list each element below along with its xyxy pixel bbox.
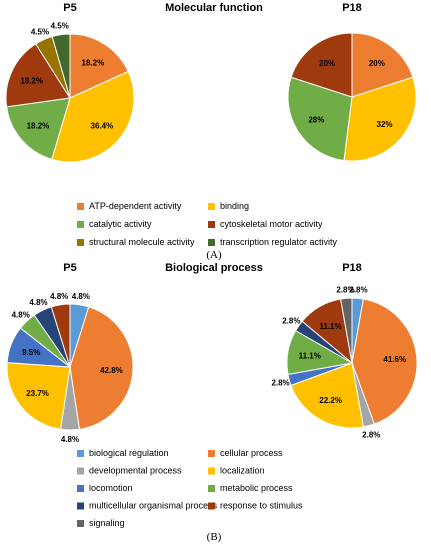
slice-label: 20% [319, 59, 335, 68]
section-title: Molecular function [165, 2, 263, 14]
legend-swatch [77, 502, 84, 510]
legend-swatch [77, 467, 84, 475]
panel-label: (A) [206, 249, 222, 261]
slice-label: 4.8% [72, 292, 90, 301]
slice-label: 18.2% [27, 122, 50, 131]
legend-label: binding [220, 201, 249, 211]
slice-label: 4.8% [29, 298, 47, 307]
pie-slice [287, 76, 353, 162]
slice-label: 4.5% [31, 27, 49, 36]
slice-label: 4.8% [12, 311, 30, 320]
legend-swatch [208, 221, 215, 228]
slice-label: 9.5% [22, 348, 40, 357]
legend-label: multicellular organismal process [89, 501, 218, 511]
legend-label: biological regulation [89, 448, 169, 458]
legend-label: catalytic activity [89, 219, 152, 229]
slice-label: 2.8% [362, 430, 380, 439]
legend-label: signaling [89, 518, 125, 528]
pie-slice [6, 362, 71, 430]
pie-title: P5 [63, 2, 76, 14]
legend-swatch [77, 450, 84, 457]
legend-swatch [77, 520, 84, 527]
pie-title: P18 [342, 2, 362, 14]
legend-label: transcription regulator activity [220, 237, 338, 247]
legend-label: cytoskeletal motor activity [220, 219, 323, 229]
pie-slice [50, 303, 71, 368]
legend-swatch [208, 467, 215, 475]
legend-swatch [77, 221, 84, 228]
legend-label: cellular process [220, 448, 283, 458]
pie-slice [5, 43, 71, 108]
pie-slice [351, 298, 418, 425]
legend-swatch [208, 203, 215, 210]
slice-label: 2.8% [336, 285, 354, 294]
slice-label: 18.2% [82, 58, 105, 67]
legend-label: ATP-dependent activity [89, 201, 182, 211]
slice-label: 20% [369, 59, 385, 68]
legend-label: metabolic process [220, 483, 293, 493]
pie-slice [290, 32, 353, 98]
pie-slice [6, 97, 71, 160]
panel-label: (B) [207, 531, 222, 543]
slice-label: 28% [308, 116, 324, 125]
pie-slice [51, 70, 135, 163]
slice-label: 23.7% [26, 389, 49, 398]
pie-title: P18 [342, 262, 362, 274]
pie-slice [351, 32, 414, 98]
legend-label: developmental process [89, 466, 182, 476]
slice-label: 41.6% [383, 355, 406, 364]
pie-slice [69, 33, 129, 99]
slice-label: 4.8% [50, 292, 68, 301]
pie-slice [51, 33, 71, 99]
slice-label: 32% [377, 120, 393, 129]
slice-label: 18.2% [20, 76, 43, 85]
legend-label: locomotion [89, 483, 133, 493]
slice-label: 2.8% [271, 378, 289, 387]
legend-swatch [77, 239, 84, 246]
section-title: Biological process [165, 262, 263, 274]
slice-label: 11.1% [319, 322, 341, 331]
legend-label: localization [220, 466, 265, 476]
pie-title: P5 [63, 262, 76, 274]
legend-swatch [208, 239, 215, 246]
slice-label: 22.2% [319, 396, 342, 405]
legend-swatch [77, 203, 84, 210]
legend-swatch [208, 450, 215, 457]
legend-swatch [208, 502, 215, 510]
pie-slice [340, 297, 353, 364]
slice-label: 4.8% [61, 435, 79, 444]
slice-label: 36.4% [91, 122, 114, 131]
slice-label: 2.8% [282, 317, 300, 326]
legend-swatch [208, 485, 215, 492]
legend-swatch [77, 485, 84, 492]
slice-label: 4.5% [51, 22, 69, 31]
slice-label: 2.8% [349, 285, 367, 294]
slice-label: 42.8% [100, 366, 123, 375]
legend-label: response to stimulus [220, 501, 303, 511]
pie-slice [343, 76, 417, 162]
slice-label: 11.1% [299, 352, 321, 361]
pie-slice [69, 306, 134, 430]
legend-label: structural molecule activity [89, 237, 195, 247]
